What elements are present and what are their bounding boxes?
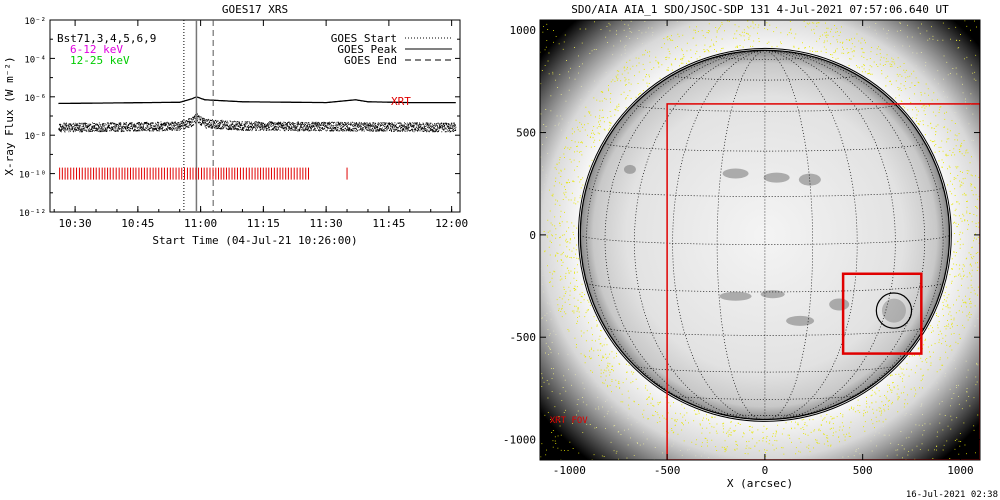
latitude-line <box>634 104 896 112</box>
aia-y-axis: 1000 500 0 -500 -1000 <box>503 24 980 447</box>
longitude-line <box>634 50 765 420</box>
goes-y-tick-label: 10⁻⁶ <box>24 94 46 104</box>
goes-y-tick-label: 10⁻¹² <box>19 209 46 219</box>
longitude-line <box>764 50 896 420</box>
goes-x-tick-label: 11:15 <box>247 217 280 230</box>
goes-x-tick-label: 10:30 <box>59 217 92 230</box>
aia-x-axis-label: X (arcsec) <box>727 477 793 490</box>
goes-x-tick-label: 11:45 <box>372 217 405 230</box>
xrt-fov-label: XRT FOV <box>550 416 589 426</box>
goes-event-lines <box>183 20 214 212</box>
flare-circle <box>875 292 913 329</box>
aia-y-tick-label: 500 <box>516 127 536 140</box>
goes-y-tick-label: 10⁻⁸ <box>24 132 46 142</box>
region-of-interest-box <box>841 272 923 355</box>
goes-y-axis: 10⁻² 10⁻⁴ 10⁻⁶ 10⁻⁸ 10⁻¹⁰ 10⁻¹² <box>19 17 460 219</box>
solar-disk <box>579 49 951 421</box>
heliographic-grid <box>577 47 952 422</box>
goes-y-tick-label: 10⁻¹⁰ <box>19 171 46 181</box>
active-region <box>798 173 821 186</box>
legend-label-goes-start: GOES Start <box>331 32 397 45</box>
aia-x-tick-label: -1000 <box>553 464 586 477</box>
goes-y-tick-label: 10⁻⁴ <box>24 55 46 65</box>
xrt-label: XRT <box>391 95 411 108</box>
goes-channel-high-energy: 12-25 keV <box>70 54 130 67</box>
aia-image-panel: SDO/AIA AIA_1 SDO/JSOC-SDP 131 4-Jul-202… <box>503 3 981 490</box>
footer-timestamp: 16-Jul-2021 02:38 <box>906 490 998 500</box>
goes-xrs-panel: GOES17 XRS 10⁻² 10⁻⁴ 10⁻⁶ 10⁻⁸ 10⁻¹⁰ 10⁻¹² 10… <box>3 3 468 247</box>
goes-x-tick-label: 12:00 <box>435 217 468 230</box>
aia-y-tick-label: 0 <box>529 229 536 242</box>
latitude-line <box>718 413 812 416</box>
longitude-line <box>586 50 765 417</box>
legend-label-goes-end: GOES End <box>344 54 397 67</box>
active-region <box>763 172 790 183</box>
goes-x-axis: 10:30 10:45 11:00 11:15 11:30 11:45 12:00 <box>53 20 468 230</box>
aia-y-tick-label: -1000 <box>503 434 536 447</box>
flare-region <box>881 298 906 323</box>
goes-x-tick-label: 11:00 <box>184 217 217 230</box>
goes-legend: GOES Start GOES Peak GOES End <box>331 32 452 67</box>
latitude-line <box>634 365 895 373</box>
active-region <box>623 164 636 174</box>
aia-x-tick-label: -500 <box>654 464 681 477</box>
xrt-observation-marks <box>59 167 348 180</box>
goes-channel-note: Bst71,3,4,5,6,9 <box>57 32 156 45</box>
aia-x-tick-label: 1000 <box>947 464 974 477</box>
latitude-line <box>586 187 944 197</box>
goes-series-long-channel <box>58 96 456 105</box>
aia-y-tick-label: 1000 <box>510 24 537 37</box>
active-region <box>719 291 752 301</box>
aia-x-tick-label: 0 <box>762 464 769 477</box>
latitude-line <box>605 327 925 336</box>
goes-y-tick-label: 10⁻² <box>24 17 46 27</box>
goes-x-tick-label: 10:45 <box>121 217 154 230</box>
active-region-features <box>623 164 906 326</box>
latitude-line <box>586 282 944 293</box>
aia-x-axis: -1000 -500 0 500 1000 <box>553 20 974 477</box>
goes-y-axis-label: X-ray Flux (W m⁻²) <box>3 56 16 175</box>
limb-line <box>577 47 952 422</box>
longitude-line <box>764 50 926 420</box>
latitude-line <box>672 75 858 81</box>
longitude-line <box>764 50 814 420</box>
goes-x-axis-label: Start Time (04-Jul-21 10:26:00) <box>152 234 357 247</box>
goes-plot-area <box>58 20 457 212</box>
active-region <box>786 315 815 326</box>
goes-x-tick-label: 11:30 <box>310 217 343 230</box>
legend-label-goes-peak: GOES Peak <box>337 43 397 56</box>
active-region <box>760 290 785 299</box>
goes-series-group <box>58 96 457 133</box>
aia-plot-frame <box>539 19 981 461</box>
aia-image-area: XRT FOV <box>540 20 980 460</box>
goes-series-short-channel <box>58 113 457 133</box>
aia-image-title: SDO/AIA AIA_1 SDO/JSOC-SDP 131 4-Jul-202… <box>571 3 949 16</box>
longitude-line <box>764 50 944 417</box>
latitude-line <box>579 234 950 245</box>
goes-chart-title: GOES17 XRS <box>222 3 288 16</box>
aia-x-tick-label: 500 <box>853 464 873 477</box>
goes-channel-low-energy: 6-12 keV <box>70 43 123 56</box>
aia-y-tick-label: -500 <box>510 331 537 344</box>
latitude-line <box>672 394 857 400</box>
active-region <box>829 298 850 311</box>
active-region <box>722 168 749 179</box>
longitude-line <box>604 50 765 420</box>
longitude-line <box>716 50 766 420</box>
